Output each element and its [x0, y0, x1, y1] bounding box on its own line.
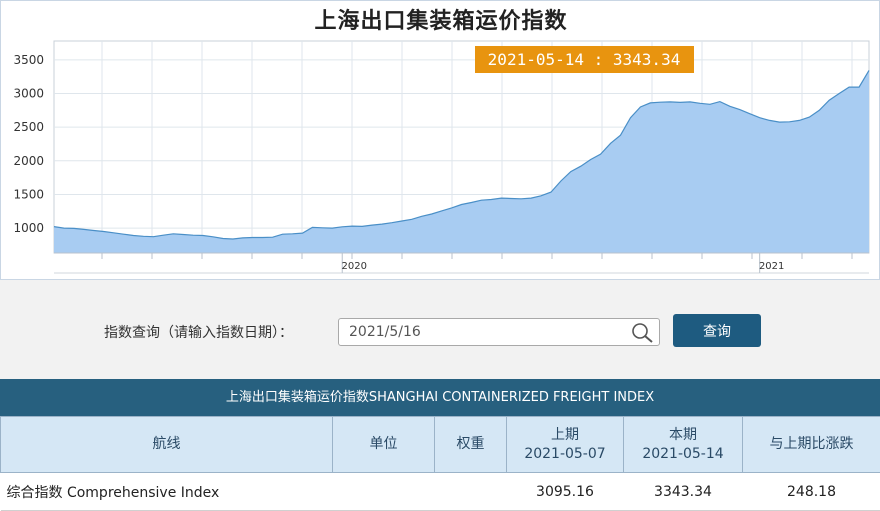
table-header-row: 航线 单位 权重 上期 2021-05-07 本期 2021-05-14 与上期比涨…: [1, 417, 880, 473]
header-curr: 本期 2021-05-14: [624, 417, 743, 473]
freight-index-table: 上海出口集装箱运价指数SHANGHAI CONTAINERIZED FREIGH…: [0, 379, 880, 510]
cell-unit: [333, 473, 435, 511]
y-tick-label: 2000: [13, 154, 44, 168]
header-curr-date: 2021-05-14: [642, 446, 723, 462]
table-title: 上海出口集装箱运价指数SHANGHAI CONTAINERIZED FREIGH…: [0, 379, 880, 416]
header-weight: 权重: [435, 417, 507, 473]
y-tick-label: 1000: [13, 221, 44, 235]
header-prev-date: 2021-05-07: [524, 446, 605, 462]
area-fill: [54, 70, 869, 253]
header-prev: 上期 2021-05-07: [507, 417, 624, 473]
query-button[interactable]: 查询: [673, 314, 761, 347]
chart-tooltip: 2021-05-14 : 3343.34: [475, 46, 694, 73]
chart-area-series: [54, 70, 869, 253]
header-change: 与上期比涨跌: [743, 417, 880, 473]
cell-weight: [435, 473, 507, 511]
cell-prev: 3095.16: [507, 473, 624, 511]
search-icon[interactable]: [630, 322, 656, 344]
x-tick-label: 2021: [759, 261, 784, 272]
freight-index-chart[interactable]: 1000 1500 2000 2500 3000 3500 2020 2021 2021-05…: [1, 1, 880, 281]
table-row: 综合指数 Comprehensive Index 3095.16 3343.34…: [1, 473, 880, 511]
index-table: 航线 单位 权重 上期 2021-05-07 本期 2021-05-14 与上期比涨…: [0, 416, 880, 511]
y-tick-label: 1500: [13, 187, 44, 201]
x-tick-label: 2020: [342, 261, 367, 272]
header-route: 航线: [1, 417, 333, 473]
header-curr-label: 本期: [669, 427, 697, 443]
cell-change: 248.18: [743, 473, 880, 511]
chart-panel: 1000 1500 2000 2500 3000 3500 2020 2021 2021-05…: [0, 0, 880, 280]
chart-title: 上海出口集装箱运价指数: [1, 3, 880, 35]
tooltip-text: 2021-05-14 : 3343.34: [488, 50, 681, 69]
header-unit: 单位: [333, 417, 435, 473]
y-tick-label: 3000: [13, 86, 44, 100]
cell-route: 综合指数 Comprehensive Index: [1, 473, 333, 511]
query-label: 指数查询（请输入指数日期）：: [104, 322, 293, 342]
y-tick-label: 3500: [13, 53, 44, 67]
date-input[interactable]: [338, 318, 660, 346]
y-tick-label: 2500: [13, 120, 44, 134]
header-prev-label: 上期: [551, 427, 579, 443]
cell-curr: 3343.34: [624, 473, 743, 511]
